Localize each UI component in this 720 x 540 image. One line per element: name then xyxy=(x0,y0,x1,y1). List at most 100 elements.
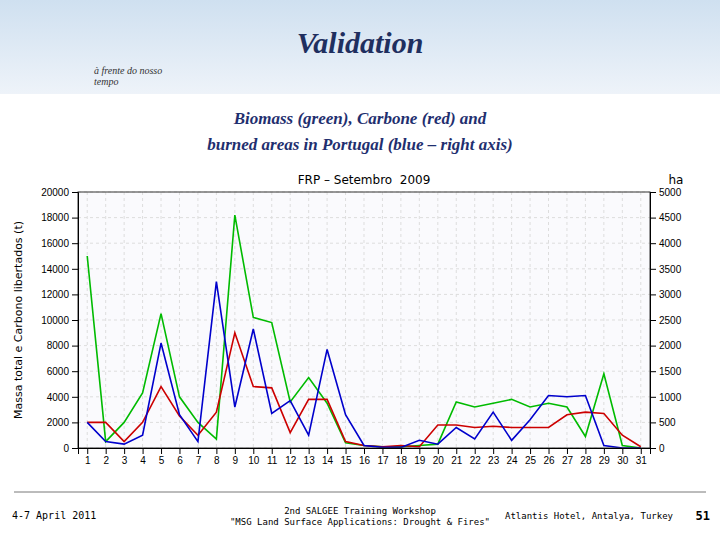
x-axis-tick: 7 xyxy=(196,448,202,466)
grid-line-y xyxy=(78,243,650,244)
y-axis-tick-label: 6000 xyxy=(47,366,70,377)
x-axis-line xyxy=(79,449,651,455)
grid-line-x xyxy=(142,192,143,448)
y2-axis-label: ha xyxy=(669,173,684,187)
x-axis-tick: 23 xyxy=(488,448,500,466)
x-axis-tick-label: 15 xyxy=(340,455,352,466)
y-axis-tick: 0 xyxy=(63,443,78,454)
y2-axis: 0500100015002000250030003500400045005000 xyxy=(650,187,682,454)
x-axis-tick: 6 xyxy=(177,448,183,466)
x-axis-tick: 27 xyxy=(562,448,574,466)
x-axis-tick-mark xyxy=(216,448,217,454)
y-axis-label: Massa total e Carbono libertados (t) xyxy=(12,221,25,419)
x-axis-tick-mark xyxy=(438,448,439,454)
y-axis-tick-label: 2000 xyxy=(47,417,70,428)
x-axis-tick-mark xyxy=(179,448,180,454)
y2-axis-tick-mark xyxy=(650,218,656,219)
y2-axis-tick-mark xyxy=(650,320,656,321)
x-axis-tick-mark xyxy=(512,448,513,454)
y2-axis-tick-label: 4000 xyxy=(659,238,682,249)
x-axis-tick-label: 7 xyxy=(196,455,202,466)
grid-line-y xyxy=(78,422,650,423)
y2-axis-tick: 3000 xyxy=(650,289,682,300)
y-axis-tick: 2000 xyxy=(47,417,78,428)
subtitle: Biomass (green), Carbone (red) and xyxy=(233,109,487,128)
x-axis: 1234567891011121314151617181920212223242… xyxy=(79,448,651,466)
y2-axis-tick: 4500 xyxy=(650,212,682,223)
y2-axis-tick-mark xyxy=(650,269,656,270)
y2-axis-tick-label: 0 xyxy=(659,443,665,454)
chart-title: FRP – Setembro 2009 xyxy=(298,173,431,187)
y2-axis-tick-mark xyxy=(650,243,656,244)
y-axis-tick-label: 10000 xyxy=(41,315,69,326)
y-axis-tick-mark xyxy=(72,218,78,219)
grid-line-x xyxy=(124,192,125,448)
grid-line-y xyxy=(78,268,650,269)
x-axis-tick-label: 17 xyxy=(377,455,389,466)
x-axis-tick-label: 2 xyxy=(103,455,109,466)
y-axis-tick: 4000 xyxy=(47,392,78,403)
y2-axis-tick-label: 5000 xyxy=(659,187,682,198)
x-axis-tick: 26 xyxy=(543,448,555,466)
y-axis-tick: 10000 xyxy=(41,315,78,326)
y-axis-tick: 16000 xyxy=(41,238,78,249)
series-line xyxy=(87,215,641,448)
header-band xyxy=(0,0,720,94)
slide: Validation à frente do nossotempo Biomass … xyxy=(0,0,720,540)
y2-axis-tick-label: 1500 xyxy=(659,366,682,377)
grid-line-x xyxy=(419,192,420,448)
y-axis-tick: 12000 xyxy=(41,289,78,300)
subtitle: burned areas in Portugal (blue – right a… xyxy=(207,135,513,154)
y2-axis-line xyxy=(651,193,657,449)
x-axis-tick-label: 11 xyxy=(267,455,278,466)
grid-line-y xyxy=(78,294,650,295)
y-axis-tick-label: 12000 xyxy=(41,289,69,300)
y2-axis-tick-mark xyxy=(650,346,656,347)
x-axis-tick-label: 29 xyxy=(599,455,611,466)
y-axis-tick-mark xyxy=(72,422,78,423)
grid-line-x xyxy=(364,192,365,448)
y-axis-tick: 8000 xyxy=(47,340,78,351)
x-axis-tick-label: 25 xyxy=(525,455,537,466)
y-axis-tick-label: 20000 xyxy=(41,187,69,198)
x-axis-tick-label: 26 xyxy=(543,455,555,466)
x-axis-tick: 9 xyxy=(233,448,239,466)
y-axis-tick-label: 18000 xyxy=(41,212,69,223)
y-axis-tick-mark xyxy=(72,294,78,295)
series-line xyxy=(87,282,641,448)
x-axis-tick-mark xyxy=(475,448,476,454)
x-axis-tick-label: 19 xyxy=(414,455,426,466)
x-axis-tick-mark xyxy=(309,448,310,454)
y2-axis-tick: 2000 xyxy=(650,340,682,351)
header-note: à frente do nossotempo xyxy=(94,65,162,87)
y2-axis-tick: 2500 xyxy=(650,315,682,326)
footer-center: 2nd SALGEE Training Workshop"MSG Land Su… xyxy=(230,506,490,527)
y-axis-tick-mark xyxy=(72,192,78,193)
y-axis-tick-mark xyxy=(72,346,78,347)
y-axis-tick-label: 8000 xyxy=(47,340,70,351)
footer-left: 4-7 April 2011 xyxy=(12,510,96,521)
x-axis-tick-label: 6 xyxy=(177,455,183,466)
grid-line-x xyxy=(585,192,586,448)
y2-axis-tick-mark xyxy=(650,294,656,295)
x-axis-tick: 21 xyxy=(451,448,463,466)
x-axis-tick-label: 14 xyxy=(322,455,334,466)
y2-axis-tick-mark xyxy=(650,397,656,398)
y-axis-tick-mark xyxy=(72,243,78,244)
y-axis: 0200040006000800010000120001400016000180… xyxy=(41,187,78,454)
x-axis-tick: 28 xyxy=(580,448,592,466)
x-axis-tick-label: 28 xyxy=(580,455,592,466)
y-axis-tick: 18000 xyxy=(41,212,78,223)
x-axis-tick-mark xyxy=(253,448,254,454)
x-axis-tick-mark xyxy=(272,448,273,454)
slide-title: Validation xyxy=(297,26,424,59)
slide-number: 51 xyxy=(696,509,710,523)
x-axis-tick-mark xyxy=(567,448,568,454)
x-axis-tick: 5 xyxy=(159,448,165,466)
y-axis-tick-mark xyxy=(72,269,78,270)
y2-axis-tick: 0 xyxy=(650,443,665,454)
x-axis-tick-label: 20 xyxy=(433,455,445,466)
y2-axis-tick: 1500 xyxy=(650,366,682,377)
x-axis-tick-label: 3 xyxy=(122,455,128,466)
grid-line-y xyxy=(78,217,650,218)
